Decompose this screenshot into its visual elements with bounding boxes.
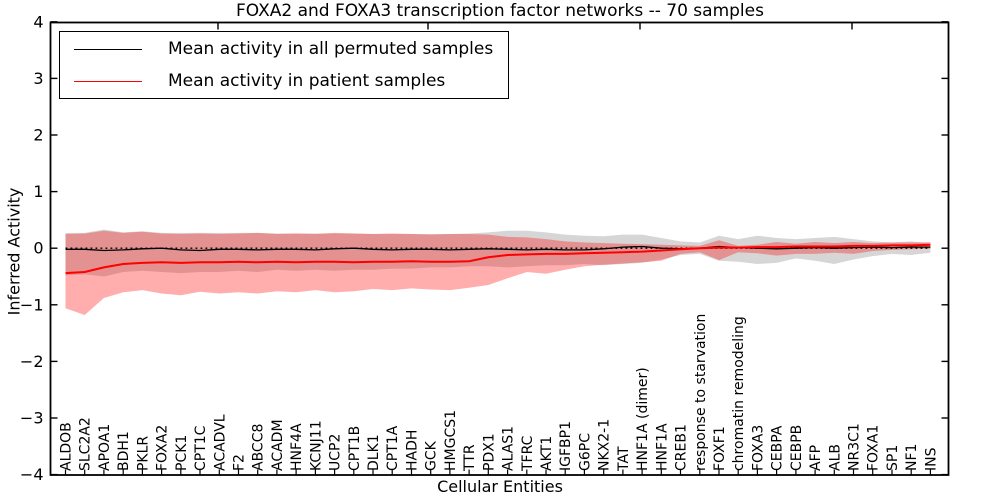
x-tick-label: TAT xyxy=(616,446,632,472)
x-tick-label: ACADM xyxy=(270,419,286,471)
x-tick-label: TFRC xyxy=(520,435,536,472)
x-tick-label: CPT1A xyxy=(385,425,401,471)
legend-line-permuted-icon xyxy=(74,48,142,50)
x-tick-label: GCK xyxy=(424,440,440,471)
x-tick-label: CEBPA xyxy=(770,425,786,471)
x-tick-label: chromatin remodeling xyxy=(731,316,747,471)
x-tick-label: ALB xyxy=(827,444,843,471)
x-tick-label: FOXA3 xyxy=(750,425,766,471)
x-tick-label: NR3C1 xyxy=(847,423,863,471)
x-tick-label: NF1 xyxy=(904,444,920,471)
x-tick-label: UCP2 xyxy=(328,434,344,471)
y-tick-label: −4 xyxy=(20,465,44,484)
x-tick-label: G6PC xyxy=(577,433,593,471)
x-tick-label: CPT1C xyxy=(193,425,209,471)
x-tick-label: AKT1 xyxy=(539,436,555,471)
x-tick-label: PCK1 xyxy=(174,435,190,471)
x-tick-label: HMGCS1 xyxy=(443,410,459,471)
y-tick-label: 2 xyxy=(33,126,43,145)
legend-line-patient-icon xyxy=(74,80,142,82)
legend-label-patient: Mean activity in patient samples xyxy=(168,71,446,91)
x-tick-label: F2 xyxy=(232,454,248,471)
x-tick-label: APOA1 xyxy=(97,424,113,471)
legend-row-patient: Mean activity in patient samples xyxy=(60,66,508,96)
x-tick-label: INS xyxy=(923,447,939,471)
x-tick-label: ALDOB xyxy=(59,422,75,471)
y-axis-label: Inferred Activity xyxy=(4,187,24,316)
x-tick-label: IGFBP1 xyxy=(558,421,574,471)
y-tick-label: 4 xyxy=(33,12,43,31)
x-tick-label: CPT1B xyxy=(347,426,363,471)
x-tick-label: HADH xyxy=(405,430,421,471)
x-tick-label: HNF1A xyxy=(654,423,670,471)
x-tick-label: ABCC8 xyxy=(251,424,267,471)
x-tick-label: CEBPB xyxy=(789,425,805,471)
x-tick-label: FOXA1 xyxy=(866,425,882,471)
y-tick-label: 0 xyxy=(33,239,43,258)
y-tick-label: 3 xyxy=(33,69,43,88)
x-tick-label: FOXA2 xyxy=(155,425,171,471)
legend-label-permuted: Mean activity in all permuted samples xyxy=(168,39,494,59)
x-tick-label: HNF1A (dimer) xyxy=(635,367,651,471)
legend: Mean activity in all permuted samples Me… xyxy=(59,31,509,99)
x-tick-label: KCNJ11 xyxy=(308,420,324,471)
x-tick-label: AFP xyxy=(808,445,824,471)
x-tick-label: response to starvation xyxy=(693,314,709,471)
x-tick-label: NKX2-1 xyxy=(597,419,613,471)
y-tick-label: −1 xyxy=(20,295,44,314)
x-tick-label: BDH1 xyxy=(116,431,132,471)
x-tick-label: TTR xyxy=(462,444,478,472)
patient-band xyxy=(65,230,931,315)
permuted-mean-line xyxy=(65,245,931,252)
x-tick-label: PKLR xyxy=(135,436,151,471)
x-tick-label: ACADVL xyxy=(212,414,228,471)
chart-title: FOXA2 and FOXA3 transcription factor net… xyxy=(236,1,764,21)
patient-mean-line xyxy=(65,243,931,275)
y-tick-label: −2 xyxy=(20,352,44,371)
y-tick-label: −3 xyxy=(20,409,44,428)
x-axis-label: Cellular Entities xyxy=(437,477,563,496)
x-tick-label: SP1 xyxy=(885,445,901,471)
x-tick-label: ALAS1 xyxy=(501,426,517,471)
y-tick-label: 1 xyxy=(33,182,43,201)
x-tick-label: HNF4A xyxy=(289,423,305,471)
x-tick-label: PDX1 xyxy=(481,433,497,471)
x-tick-label: DLK1 xyxy=(366,434,382,471)
legend-row-permuted: Mean activity in all permuted samples xyxy=(60,34,508,64)
x-tick-label: SLC2A2 xyxy=(78,417,94,471)
x-tick-label: CREB1 xyxy=(674,424,690,471)
permuted-band xyxy=(65,229,931,277)
x-tick-label: FOXF1 xyxy=(712,426,728,471)
